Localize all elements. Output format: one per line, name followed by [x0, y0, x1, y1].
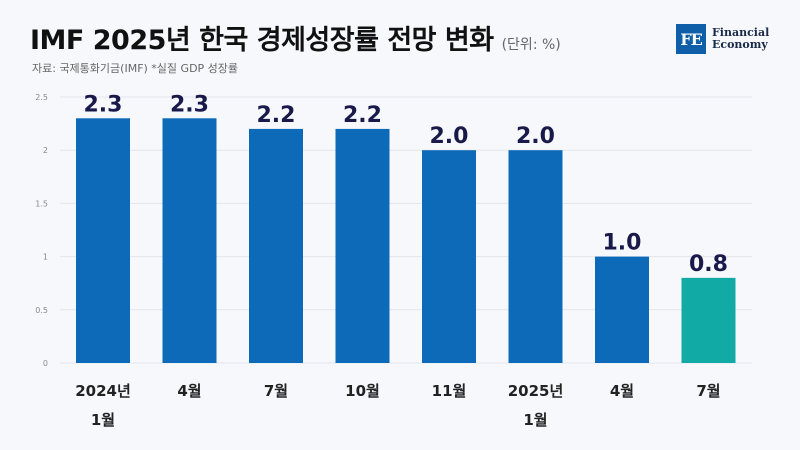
bar: [162, 118, 217, 363]
data-label: 2.3: [170, 92, 209, 117]
x-tick-label: 2024년: [75, 382, 131, 400]
x-tick-label: 4월: [177, 382, 201, 400]
bar: [249, 128, 303, 363]
x-tick-label: 7월: [264, 382, 288, 400]
data-label: 1.0: [603, 231, 642, 256]
unit-label: (단위: %): [501, 37, 561, 53]
bar: [335, 128, 390, 363]
y-tick-label: 1: [43, 253, 48, 262]
logo-line-2: Economy: [712, 38, 768, 51]
logo-mark: FE: [676, 24, 706, 54]
data-label: 2.3: [84, 92, 123, 117]
source-note: 자료: 국제통화기금(IMF) *실질 GDP 성장률: [32, 62, 239, 75]
y-tick-label: 2.5: [35, 93, 48, 102]
y-tick-label: 0.5: [35, 306, 48, 315]
bar: [508, 150, 563, 363]
x-tick-label: 4월: [610, 382, 634, 400]
chart-title: IMF 2025년 한국 경제성장률 전망 변화: [30, 25, 494, 56]
x-tick-label: 10월: [345, 382, 380, 400]
publisher-logo: FE Financial Economy: [676, 24, 769, 54]
y-tick-label: 2: [43, 146, 48, 155]
logo-text: Financial Economy: [712, 27, 769, 51]
data-label: 2.2: [343, 103, 382, 128]
bar: [76, 118, 130, 363]
title-row: IMF 2025년 한국 경제성장률 전망 변화 (단위: %): [30, 18, 561, 57]
data-label: 2.2: [257, 103, 296, 128]
y-tick-label: 0: [43, 359, 48, 368]
x-tick-label: 7월: [696, 382, 720, 400]
data-label: 0.8: [689, 252, 728, 277]
bar: [422, 150, 476, 363]
data-label: 2.0: [516, 124, 555, 149]
x-tick-label: 11월: [432, 382, 467, 400]
x-tick-label: 1월: [91, 411, 115, 429]
x-tick-label: 2025년: [508, 382, 564, 400]
x-tick-label: 1월: [523, 411, 547, 429]
bar: [681, 277, 736, 363]
logo-line-1: Financial: [712, 26, 770, 39]
data-label: 2.0: [430, 124, 469, 149]
y-tick-label: 1.5: [35, 199, 48, 208]
bar: [595, 256, 649, 363]
